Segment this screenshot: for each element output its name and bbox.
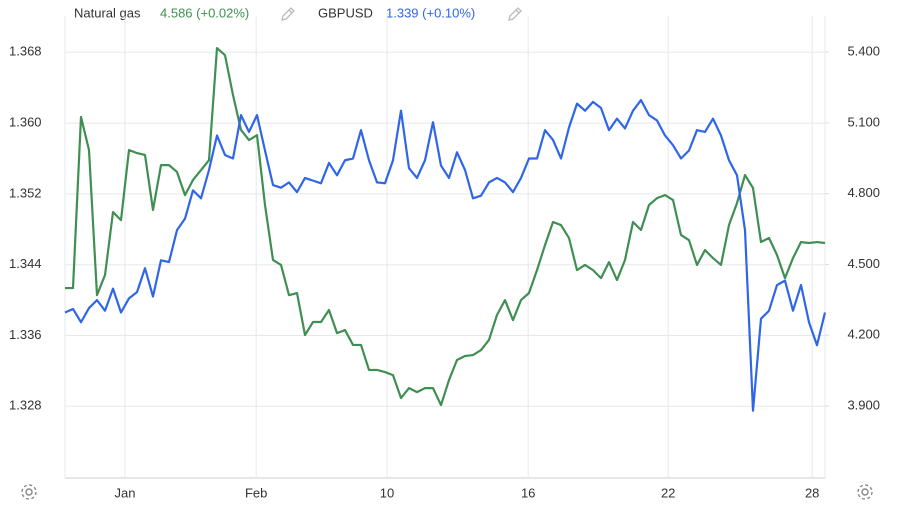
legend-name: Natural gas — [74, 5, 141, 20]
y2-tick-label: 4.200 — [847, 327, 880, 342]
legend-name: GBPUSD — [318, 5, 373, 20]
y2-tick-label: 5.100 — [847, 114, 880, 129]
x-tick-label: Jan — [115, 485, 136, 500]
edit-icon[interactable] — [508, 7, 522, 21]
legend: Natural gas 4.586 (+0.02%) GBPUSD 1.339 … — [74, 5, 522, 21]
y-tick-label: 1.344 — [9, 256, 42, 271]
x-tick-label: 28 — [805, 485, 819, 500]
series-line — [64, 98, 827, 412]
legend-value: 4.586 (+0.02%) — [160, 5, 249, 20]
y-tick-label: 1.352 — [9, 185, 42, 200]
y2-tick-label: 3.900 — [847, 397, 880, 412]
grid — [65, 16, 825, 478]
x-tick-label: 22 — [661, 485, 675, 500]
settings-icon[interactable] — [857, 484, 873, 500]
y-tick-label: 1.336 — [9, 327, 42, 342]
edit-icon[interactable] — [281, 7, 295, 21]
settings-icon[interactable] — [21, 484, 37, 500]
x-tick-label: Feb — [245, 485, 267, 500]
y2-tick-label: 4.800 — [847, 185, 880, 200]
y-tick-label: 1.368 — [9, 44, 42, 59]
x-tick-label: 10 — [380, 485, 394, 500]
y-tick-label: 1.360 — [9, 115, 42, 130]
legend-value: 1.339 (+0.10%) — [386, 5, 475, 20]
y2-tick-label: 5.400 — [847, 44, 880, 59]
x-tick-label: 16 — [521, 485, 535, 500]
y-tick-label: 1.328 — [9, 398, 42, 413]
y2-tick-label: 4.500 — [847, 256, 880, 271]
series-line — [65, 46, 826, 407]
